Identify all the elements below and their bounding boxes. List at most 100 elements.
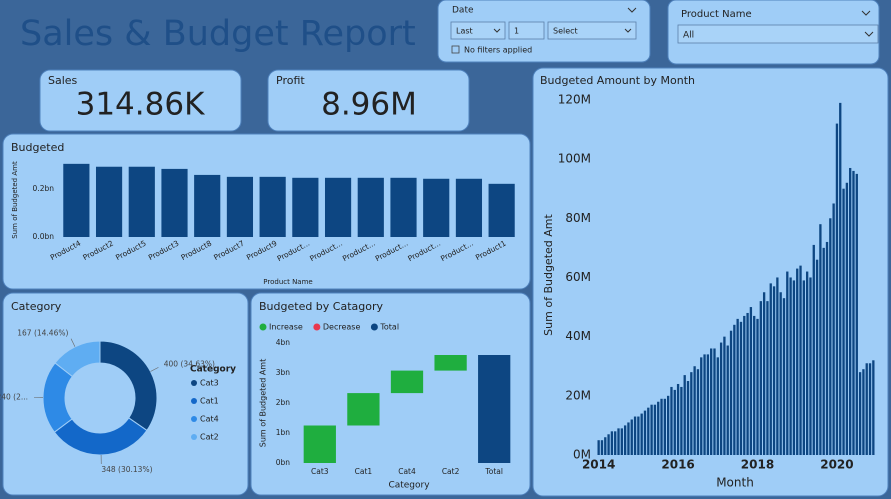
- bar: [796, 268, 799, 455]
- y-tick-label: 0.0bn: [33, 232, 55, 241]
- x-tick-label: Cat1: [355, 467, 373, 476]
- unit-value: Select: [553, 27, 578, 36]
- unit-dropdown[interactable]: [547, 21, 637, 40]
- mode-dropdown[interactable]: [450, 21, 506, 40]
- bar: [865, 363, 868, 455]
- bar: [630, 419, 633, 455]
- bar: [696, 369, 700, 455]
- slicer-label: Product Name: [681, 9, 752, 20]
- legend-marker: [191, 398, 197, 404]
- bar: [676, 383, 680, 455]
- bar: [643, 410, 647, 455]
- bar: [686, 381, 690, 455]
- bar: [357, 177, 384, 237]
- bar: [858, 372, 862, 455]
- y-tick-label: 120M: [558, 92, 591, 106]
- y-tick-label: 4bn: [276, 338, 291, 347]
- bar: [805, 271, 809, 455]
- waterfall-bar: [434, 355, 467, 371]
- bar: [729, 330, 733, 455]
- bar: [614, 431, 617, 455]
- card-label: Profit: [276, 74, 305, 87]
- bar: [194, 174, 221, 237]
- chart-title: Budgeted: [11, 141, 64, 154]
- y-axis-label: Sum of Budgeted Amt: [259, 359, 268, 447]
- bar: [733, 324, 736, 455]
- bar: [815, 259, 819, 455]
- bar: [161, 168, 188, 237]
- y-tick-label: 0bn: [276, 458, 291, 467]
- product-dropdown[interactable]: [677, 24, 879, 44]
- data-label: 167 (14.46%): [17, 328, 68, 337]
- bar: [739, 321, 743, 455]
- y-tick-label: 3bn: [276, 368, 291, 377]
- x-tick-label: 2018: [741, 458, 774, 472]
- legend-label: Cat1: [200, 397, 219, 406]
- y-tick-label: 0M: [573, 448, 591, 462]
- y-axis-label: Sum of Budgeted Amt: [542, 214, 555, 336]
- data-label: 348 (30.13%): [101, 465, 152, 474]
- bar: [779, 292, 782, 455]
- bar: [488, 183, 515, 237]
- bar: [673, 389, 676, 455]
- data-label: 400 (34.63%): [164, 360, 215, 369]
- legend-marker: [370, 323, 378, 331]
- bar: [802, 280, 806, 455]
- bar: [128, 166, 155, 237]
- bar: [776, 277, 779, 455]
- bar: [640, 413, 643, 455]
- x-axis-label: Month: [716, 476, 754, 490]
- bar: [700, 357, 703, 455]
- count-input[interactable]: [508, 21, 545, 40]
- bar: [637, 416, 640, 455]
- leader-line: [70, 338, 76, 347]
- bar: [683, 375, 686, 455]
- sales-card: [39, 69, 242, 132]
- count-value: 1: [514, 27, 519, 36]
- x-tick-label: Cat3: [311, 467, 329, 476]
- bar: [842, 188, 845, 455]
- bar: [600, 440, 604, 455]
- bar: [772, 286, 776, 455]
- bar: [855, 173, 858, 456]
- legend-label: Cat2: [200, 433, 219, 442]
- chevron[interactable]: [627, 7, 637, 13]
- card-value: 314.86K: [76, 87, 205, 123]
- bar: [716, 357, 719, 455]
- y-tick-label: 80M: [565, 211, 591, 225]
- bar: [455, 178, 483, 237]
- bar: [259, 176, 286, 237]
- chart-title: Category: [11, 300, 62, 313]
- chevron[interactable]: [861, 10, 871, 16]
- x-axis-label: Product Name: [263, 278, 312, 286]
- bar: [822, 247, 825, 455]
- donut-slice: [54, 340, 101, 378]
- filter-icon: [451, 45, 460, 54]
- bar: [713, 348, 716, 455]
- slicer-label: Date: [452, 6, 474, 16]
- bar: [610, 431, 614, 455]
- bar: [872, 360, 875, 455]
- bar: [852, 170, 855, 455]
- x-tick-label: 2014: [582, 458, 615, 472]
- x-axis-label: Category: [388, 481, 430, 491]
- legend-label: Increase: [269, 323, 303, 332]
- y-tick-label: 100M: [558, 152, 591, 166]
- bar: [832, 203, 835, 455]
- bar: [839, 102, 842, 456]
- monthly-panel: [532, 67, 889, 497]
- bar: [423, 178, 450, 237]
- bar: [769, 283, 772, 455]
- y-tick-label: 40M: [565, 329, 591, 343]
- legend-marker: [191, 416, 197, 422]
- bar: [759, 301, 762, 455]
- bar: [723, 336, 726, 455]
- category-panel: [2, 292, 249, 496]
- bar: [845, 182, 849, 455]
- bar: [749, 307, 753, 455]
- bar: [736, 318, 739, 455]
- chart-title: Budgeted Amount by Month: [540, 74, 695, 87]
- bar: [653, 404, 657, 455]
- bar: [719, 342, 723, 455]
